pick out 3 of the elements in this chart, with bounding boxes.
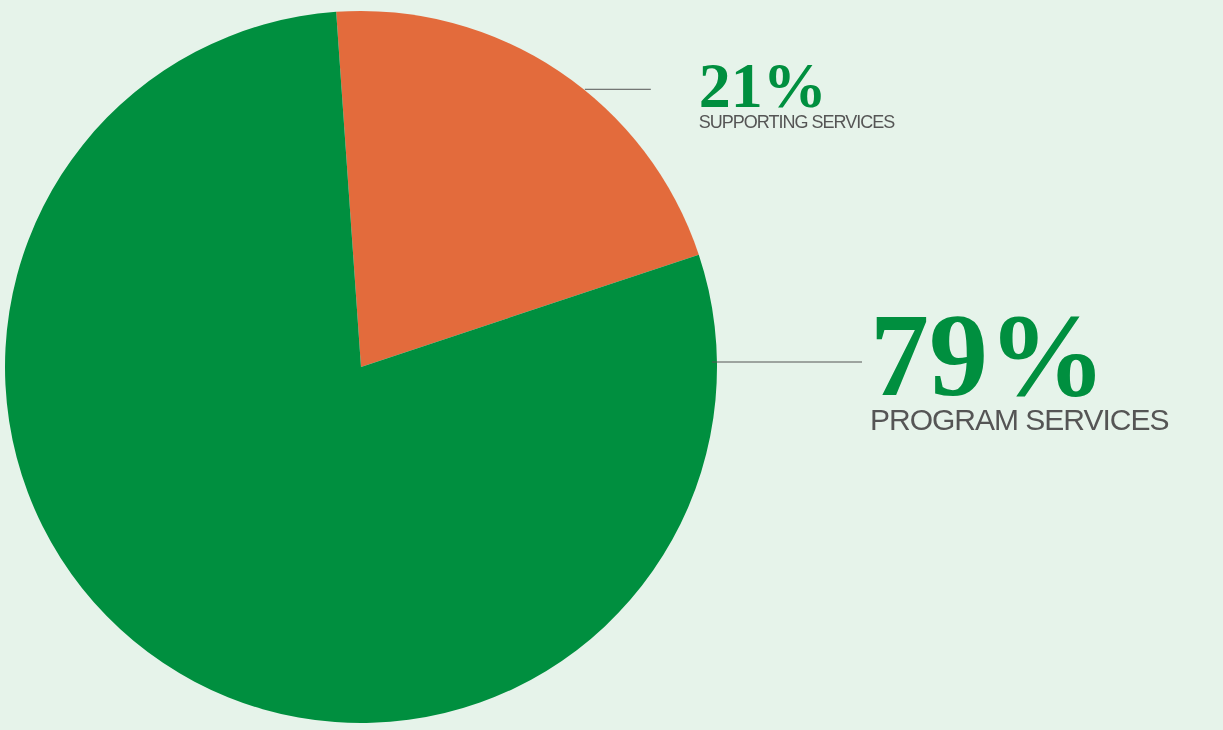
slice-label: PROGRAM SERVICES [870,402,1169,436]
slice-label: SUPPORTING SERVICES [698,111,896,132]
pie-slice [336,11,699,367]
